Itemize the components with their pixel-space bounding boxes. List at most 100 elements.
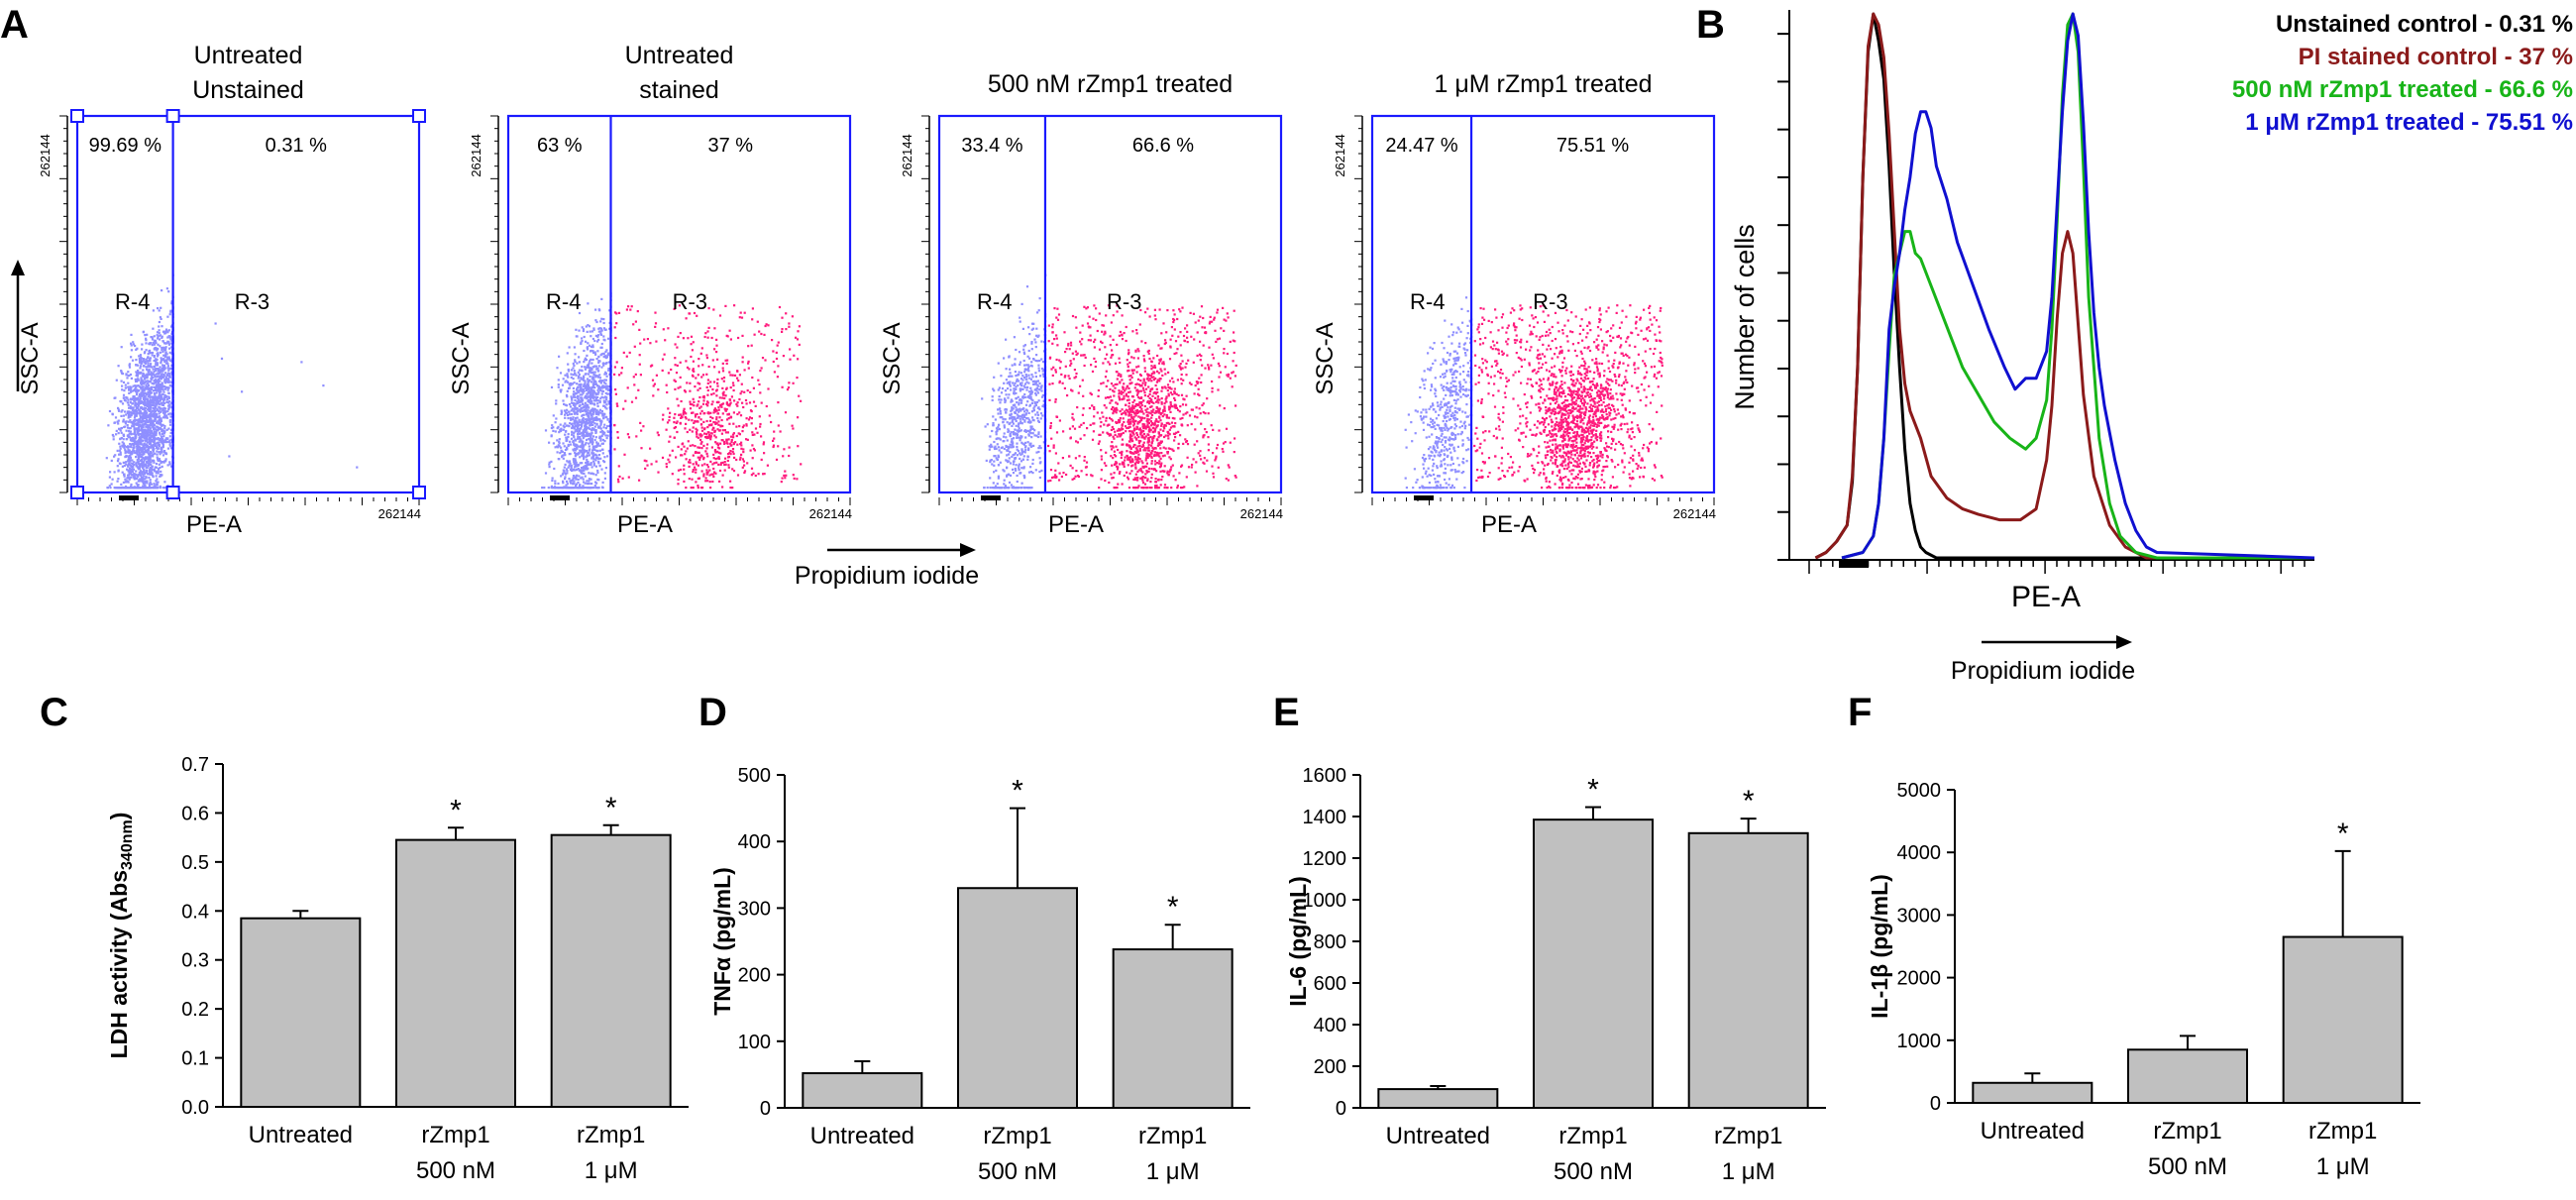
dot	[591, 396, 595, 399]
dot	[149, 357, 152, 360]
dot	[120, 431, 123, 434]
dot	[161, 428, 163, 431]
dot	[1033, 380, 1036, 382]
dot	[134, 344, 137, 348]
dot	[756, 320, 759, 323]
dot	[588, 449, 590, 452]
dot	[680, 416, 683, 419]
dot	[695, 463, 698, 466]
dot	[664, 339, 667, 342]
dot	[598, 419, 601, 422]
dot	[146, 392, 149, 395]
dot	[600, 366, 603, 369]
dot	[626, 433, 629, 436]
dot	[572, 374, 575, 377]
dot	[599, 388, 602, 392]
dot	[572, 416, 575, 419]
dot	[698, 416, 700, 419]
dot	[566, 352, 569, 355]
dot	[585, 423, 588, 426]
dot	[706, 480, 709, 483]
dot	[599, 330, 602, 333]
dot	[158, 400, 161, 403]
dot	[142, 453, 145, 456]
dot	[170, 401, 173, 404]
dot	[142, 436, 145, 439]
dot	[149, 343, 152, 346]
dot	[713, 348, 716, 351]
dot	[134, 378, 137, 382]
dot	[726, 453, 730, 456]
dot	[139, 452, 142, 455]
dot	[996, 443, 999, 446]
dot	[161, 423, 164, 426]
dot	[580, 341, 583, 344]
dot	[717, 457, 721, 460]
dot	[159, 372, 161, 375]
dot	[562, 399, 565, 402]
dot	[586, 454, 589, 457]
dot	[739, 392, 742, 395]
dot	[550, 485, 553, 488]
dot	[590, 335, 592, 338]
dot	[570, 465, 573, 469]
dot	[1022, 415, 1026, 418]
dot	[168, 443, 171, 446]
dot	[598, 377, 602, 380]
dot	[127, 449, 130, 452]
dot	[140, 387, 143, 390]
dot	[750, 422, 753, 425]
dot	[587, 391, 590, 394]
dot	[149, 461, 152, 464]
dot	[161, 347, 163, 350]
dot	[582, 419, 585, 422]
dot	[761, 357, 765, 360]
dot	[120, 371, 123, 374]
dot	[717, 420, 720, 423]
dot	[564, 433, 567, 436]
dot	[713, 471, 716, 474]
dot	[674, 343, 677, 346]
dot	[160, 401, 162, 404]
dot	[129, 397, 132, 400]
dot	[137, 378, 140, 381]
dot	[586, 413, 589, 416]
dot	[578, 390, 581, 394]
dot	[159, 485, 161, 488]
dot	[578, 311, 582, 315]
dot	[691, 349, 694, 352]
dot	[704, 450, 707, 453]
dot	[665, 463, 668, 466]
dot	[140, 377, 143, 380]
dot	[1013, 387, 1016, 390]
dot	[682, 442, 685, 445]
dot	[715, 422, 718, 425]
dot	[720, 432, 723, 435]
dot	[560, 411, 564, 414]
dot	[558, 440, 561, 443]
dot	[161, 325, 163, 328]
dot	[159, 351, 161, 354]
dot	[603, 440, 606, 443]
dot	[559, 429, 562, 433]
dot	[1011, 399, 1014, 402]
dot	[578, 329, 581, 332]
dot	[796, 338, 800, 341]
dot	[682, 337, 685, 340]
dot	[692, 341, 695, 344]
dot	[135, 374, 138, 377]
dot	[579, 436, 582, 439]
dot	[142, 434, 145, 437]
dot	[157, 375, 160, 379]
dot	[729, 480, 732, 483]
dot	[575, 428, 578, 431]
dot	[741, 426, 744, 429]
dot	[161, 429, 163, 432]
dot	[556, 439, 559, 442]
dot	[675, 372, 679, 375]
dot	[702, 458, 705, 461]
dot	[758, 415, 761, 418]
dot	[129, 467, 132, 470]
dot	[148, 446, 151, 449]
dot	[685, 422, 688, 425]
